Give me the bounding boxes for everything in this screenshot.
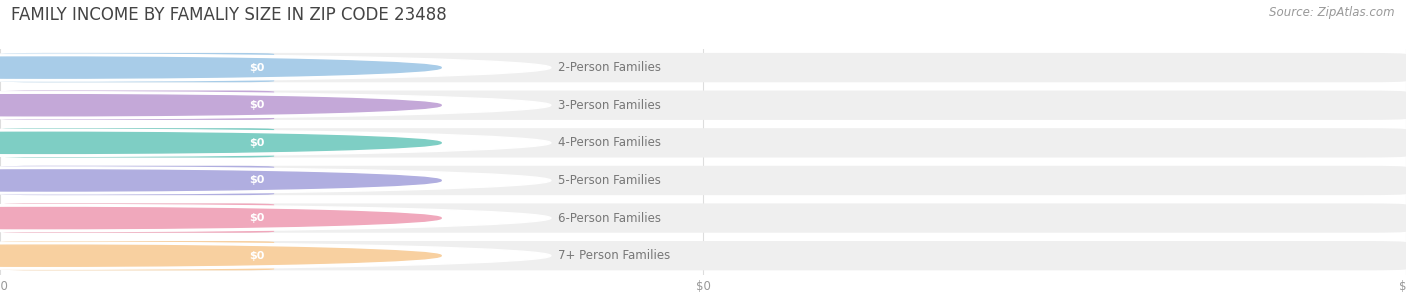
Text: 5-Person Families: 5-Person Families (558, 174, 661, 187)
Text: 7+ Person Families: 7+ Person Families (558, 249, 671, 262)
FancyBboxPatch shape (0, 128, 274, 157)
FancyBboxPatch shape (0, 241, 274, 270)
Text: 4-Person Families: 4-Person Families (558, 136, 661, 149)
Text: Source: ZipAtlas.com: Source: ZipAtlas.com (1270, 6, 1395, 19)
Text: $0: $0 (249, 100, 264, 110)
Text: $0: $0 (249, 251, 264, 261)
Circle shape (0, 170, 441, 191)
Text: FAMILY INCOME BY FAMALIY SIZE IN ZIP CODE 23488: FAMILY INCOME BY FAMALIY SIZE IN ZIP COD… (11, 6, 447, 24)
Text: 2-Person Families: 2-Person Families (558, 61, 661, 74)
FancyBboxPatch shape (0, 128, 1406, 157)
FancyBboxPatch shape (0, 53, 274, 82)
Circle shape (0, 245, 441, 266)
Text: 3-Person Families: 3-Person Families (558, 99, 661, 112)
Text: $0: $0 (249, 138, 264, 148)
Circle shape (0, 242, 551, 269)
Circle shape (0, 205, 551, 231)
Circle shape (0, 132, 441, 153)
FancyBboxPatch shape (0, 166, 1406, 195)
Text: 6-Person Families: 6-Person Families (558, 212, 661, 224)
Circle shape (0, 92, 551, 119)
Circle shape (0, 54, 551, 81)
FancyBboxPatch shape (0, 166, 274, 195)
FancyBboxPatch shape (0, 53, 1406, 82)
FancyBboxPatch shape (0, 203, 274, 233)
Text: $0: $0 (249, 63, 264, 73)
Circle shape (0, 129, 551, 156)
Circle shape (0, 167, 551, 194)
Circle shape (0, 207, 441, 229)
FancyBboxPatch shape (0, 91, 1406, 120)
Text: $0: $0 (249, 175, 264, 185)
Circle shape (0, 57, 441, 78)
FancyBboxPatch shape (0, 203, 1406, 233)
Circle shape (0, 95, 441, 116)
FancyBboxPatch shape (0, 241, 1406, 270)
Text: $0: $0 (249, 213, 264, 223)
FancyBboxPatch shape (0, 91, 274, 120)
